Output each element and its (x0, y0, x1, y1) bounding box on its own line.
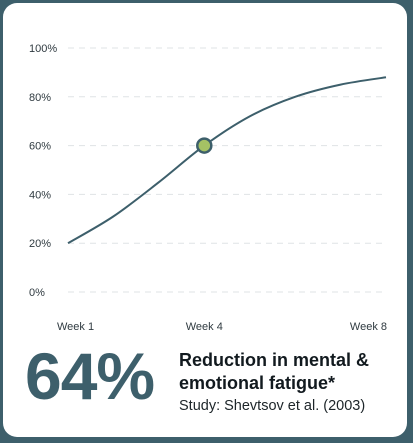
stat-value: 64% (25, 339, 155, 413)
x-tick-label: Week 4 (186, 321, 223, 333)
stat-source: Study: Shevtsov et al. (2003) (179, 398, 366, 414)
y-tick-label: 100% (29, 43, 57, 55)
y-tick-label: 40% (29, 189, 51, 201)
stat-label: Reduction in mental & emotional fatigue* (179, 350, 370, 393)
y-tick-label: 60% (29, 141, 51, 153)
x-tick-label: Week 1 (57, 321, 94, 333)
y-tick-label: 0% (29, 287, 45, 299)
y-tick-label: 80% (29, 92, 51, 104)
stat-card: 0% 20% 40% 60% 80% 100% Week 1 Week 4 Week 8 64%… (3, 3, 407, 437)
x-tick-label: Week 8 (350, 321, 387, 333)
highlight-point (196, 137, 213, 154)
line-chart: 0% 20% 40% 60% 80% 100% Week 1 Week 4 Week 8 (29, 43, 387, 333)
y-tick-label: 20% (29, 238, 51, 250)
series-line (67, 76, 387, 245)
